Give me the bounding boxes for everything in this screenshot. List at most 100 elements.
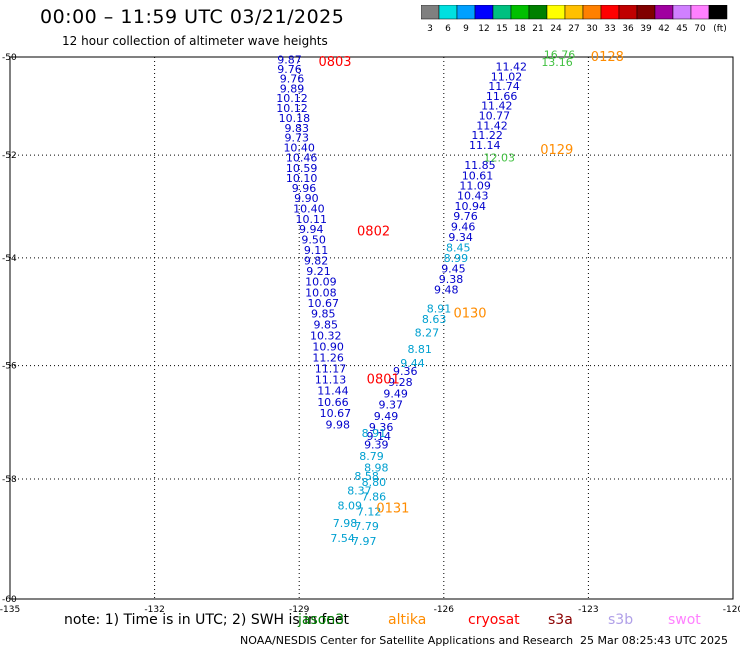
wave-height-label: 11.09 — [459, 179, 491, 192]
wave-height-label: 10.46 — [286, 152, 318, 165]
pass-time-label: 0131 — [376, 501, 409, 516]
wave-height-label: 11.42 — [481, 100, 513, 113]
lon-label: -120 — [723, 605, 740, 615]
wave-height-label: 10.59 — [286, 162, 318, 175]
wave-height-label: 8.58 — [354, 470, 379, 483]
wave-height-label: 10.94 — [455, 200, 487, 213]
wave-height-label: 10.61 — [462, 169, 494, 182]
legend-label: 30 — [586, 24, 598, 34]
lat-label: -58 — [2, 475, 17, 485]
wave-height-label: 9.45 — [441, 262, 466, 275]
pass-time-label: 0801 — [367, 372, 400, 387]
wave-height-label: 8.99 — [444, 252, 469, 265]
wave-height-label: 9.44 — [400, 357, 425, 370]
wave-height-label: 9.76 — [280, 73, 305, 86]
wave-height-label: 10.32 — [310, 329, 342, 342]
wave-height-label: 10.67 — [308, 297, 340, 310]
legend-label: 42 — [658, 24, 669, 34]
legend-label: 6 — [445, 24, 451, 34]
wave-height-label: 9.49 — [383, 387, 408, 400]
chart-title: 00:00 – 11:59 UTC 03/21/2025 — [40, 6, 345, 28]
legend-label: 45 — [676, 24, 687, 34]
wave-height-label: 7.98 — [333, 517, 358, 530]
lat-label: -54 — [2, 254, 17, 264]
wave-height-label: 9.83 — [285, 122, 310, 135]
wave-height-label: 9.46 — [451, 221, 476, 234]
satellite-key-altika: altika — [388, 612, 427, 628]
wave-height-label: 11.13 — [315, 373, 347, 386]
wave-height-label: 8.91 — [427, 302, 452, 315]
wave-height-label: 10.10 — [286, 172, 318, 185]
wave-height-label: 9.90 — [294, 192, 319, 205]
wave-height-label: 10.18 — [279, 112, 311, 125]
legend-label: 39 — [640, 24, 652, 34]
wave-height-label: 9.28 — [388, 376, 413, 389]
satellite-key-jason3: jason3 — [298, 612, 345, 628]
legend-label: 18 — [514, 24, 526, 34]
legend-label: 24 — [550, 24, 562, 34]
satellite-key-s3b: s3b — [608, 612, 634, 628]
wave-height-label: 8.37 — [347, 485, 372, 498]
pass-time-label: 0128 — [591, 50, 624, 65]
lat-label: -60 — [2, 595, 17, 605]
wave-height-label: 8.79 — [359, 450, 384, 463]
chart-subtitle: 12 hour collection of altimeter wave hei… — [62, 34, 328, 48]
wave-height-label: 9.37 — [379, 399, 404, 412]
wave-height-label: 8.81 — [407, 343, 432, 356]
wave-height-label: 10.11 — [296, 213, 328, 226]
lon-label: -126 — [434, 605, 455, 615]
wave-height-label: 10.90 — [312, 340, 344, 353]
wave-height-label: 9.14 — [366, 430, 391, 443]
wave-height-label: 8.45 — [446, 241, 471, 254]
satellite-key-cryosat: cryosat — [468, 612, 520, 628]
wave-height-label: 16.76 — [544, 49, 576, 62]
satellite-key-s3a: s3a — [548, 612, 573, 628]
wave-height-label: 9.89 — [280, 82, 305, 95]
wave-height-label: 9.39 — [364, 438, 389, 451]
wave-height-label: 11.14 — [469, 139, 501, 152]
lat-label: -50 — [2, 53, 17, 63]
wave-height-label: 10.66 — [317, 396, 349, 409]
wave-height-label: 10.43 — [457, 190, 489, 203]
pass-time-label: 0802 — [357, 225, 390, 240]
wave-height-label: 9.11 — [304, 244, 329, 257]
wave-height-label: 9.38 — [439, 273, 464, 286]
wave-height-label: 11.74 — [488, 80, 520, 93]
legend-label: 33 — [604, 24, 615, 34]
pass-time-label: 0803 — [318, 55, 351, 70]
legend-label: (ft) — [713, 24, 727, 34]
footer-note: note: 1) Time is in UTC; 2) SWH is in fe… — [64, 612, 350, 628]
wave-height-label: 10.40 — [293, 202, 325, 215]
wave-height-label: 8.98 — [364, 461, 389, 474]
lon-label: -132 — [144, 605, 164, 615]
wave-height-label: 9.76 — [453, 210, 478, 223]
wave-height-label: 9.21 — [306, 265, 331, 278]
wave-height-label: 10.12 — [276, 102, 308, 115]
wave-height-label: 10.09 — [305, 276, 337, 289]
wave-height-label: 9.48 — [434, 284, 459, 297]
lat-label: -56 — [2, 362, 17, 372]
wave-height-label: 9.96 — [292, 182, 317, 195]
wave-height-label: 10.08 — [305, 286, 337, 299]
legend-label: 3 — [427, 24, 433, 34]
legend-swatch — [708, 5, 728, 20]
legend-label: 36 — [622, 24, 634, 34]
legend-label: 70 — [694, 24, 706, 34]
wave-height-label: 7.86 — [362, 491, 387, 504]
wave-height-label: 10.40 — [283, 142, 315, 155]
wave-height-label: 11.17 — [315, 362, 347, 375]
wave-height-label: 7.79 — [354, 520, 379, 533]
lon-label: -123 — [578, 605, 598, 615]
wave-height-label: 9.85 — [313, 319, 338, 332]
wave-height-label: 9.73 — [285, 132, 310, 145]
legend-label: 27 — [568, 24, 579, 34]
wave-height-label: 11.44 — [317, 385, 349, 398]
footer-timestamp: 25 Mar 08:25:43 UTC 2025 — [580, 634, 728, 647]
wave-height-label: 9.94 — [299, 223, 324, 236]
color-legend: 3 6 9 12 15 18 21 24 27 30 33 36 39 42 45 70 (ft) — [421, 5, 728, 34]
wave-height-label: 9.87 — [277, 53, 302, 66]
wave-height-label: 8.09 — [338, 499, 363, 512]
wave-height-label: 11.42 — [496, 61, 528, 74]
wave-height-label: 10.67 — [320, 407, 352, 420]
wave-height-label: 11.02 — [491, 70, 523, 83]
